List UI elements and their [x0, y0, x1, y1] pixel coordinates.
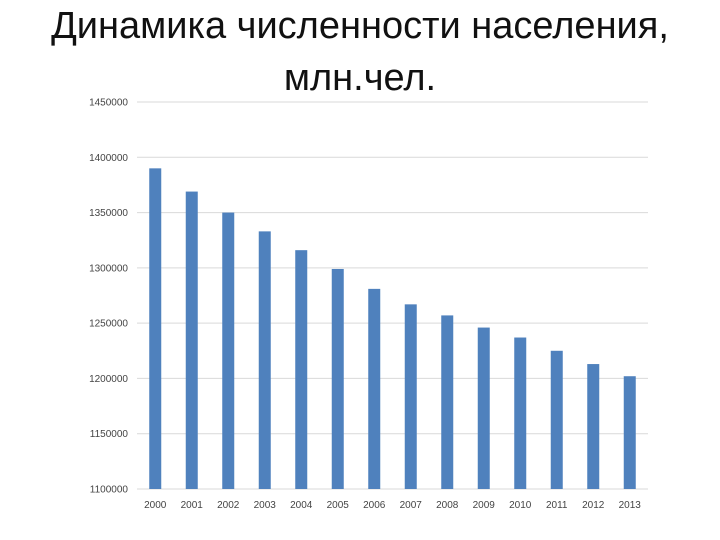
x-tick-label: 2013: [619, 500, 642, 511]
y-tick-label: 1350000: [89, 208, 128, 219]
y-tick-label: 1100000: [90, 485, 129, 496]
x-tick-label: 2002: [217, 500, 240, 511]
y-tick-label: 1450000: [89, 98, 128, 109]
y-tick-label: 1200000: [89, 374, 128, 385]
y-tick-label: 1250000: [89, 319, 128, 330]
x-tick-label: 2007: [400, 500, 423, 511]
x-tick-label: 2009: [473, 500, 496, 511]
bar: [550, 350, 563, 489]
chart-title-line-1: Динамика численности населения,: [51, 5, 669, 47]
bar: [441, 315, 454, 489]
bar: [222, 212, 235, 490]
bar: [623, 376, 636, 489]
bar: [258, 231, 271, 489]
x-tick-label: 2000: [144, 500, 167, 511]
bar: [404, 304, 417, 489]
bar: [514, 337, 527, 489]
x-tick-label: 2011: [546, 500, 568, 511]
bar: [295, 250, 308, 489]
bar: [587, 364, 600, 489]
x-tick-label: 2001: [181, 500, 204, 511]
x-tick-label: 2008: [436, 500, 459, 511]
chart-title-line-2: млн.чел.: [283, 57, 437, 99]
x-tick-label: 2006: [363, 500, 386, 511]
bar: [185, 191, 198, 489]
x-tick-label: 2010: [509, 500, 532, 511]
x-tick-label: 2003: [254, 500, 277, 511]
x-tick-label: 2005: [327, 500, 350, 511]
chart-title: Динамика численности населения, млн.чел.: [0, 0, 720, 104]
y-tick-label: 1400000: [89, 153, 128, 164]
x-tick-label: 2012: [582, 500, 605, 511]
bar: [331, 268, 344, 489]
x-tick-label: 2004: [290, 500, 313, 511]
bar: [368, 288, 381, 489]
bar: [477, 327, 490, 489]
y-tick-label: 1300000: [89, 263, 128, 274]
y-tick-label: 1150000: [90, 429, 129, 440]
bar: [149, 168, 162, 490]
